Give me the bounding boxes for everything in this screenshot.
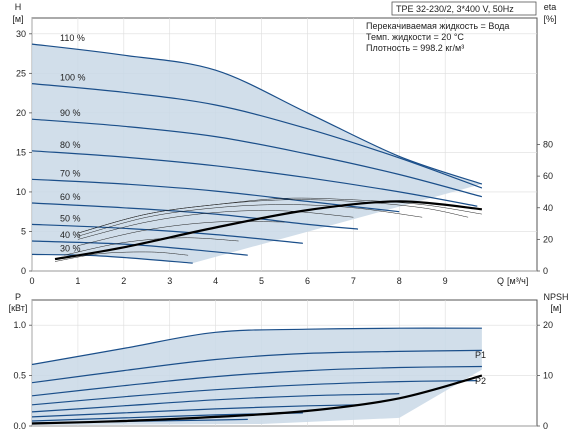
npsh-tick-label: 20: [543, 320, 553, 330]
speed-label: 70 %: [60, 168, 81, 178]
power-curve: [31, 393, 400, 413]
efficiency-curve: [64, 237, 239, 256]
eta-tick-label: 20: [543, 234, 553, 244]
x-tick-label: 9: [443, 276, 448, 286]
y-tick-label: 5: [21, 226, 26, 236]
eta-tick-label: 0: [543, 266, 548, 276]
head-curve: [31, 43, 483, 185]
operating-region-fill: [32, 44, 482, 264]
power-axis-label: P: [15, 292, 21, 302]
head-axis-label: H: [15, 2, 22, 12]
y-tick-label: 10: [16, 187, 26, 197]
head-curve: [31, 150, 478, 207]
power-region: [32, 328, 482, 425]
eta-axis-unit: [%]: [543, 14, 556, 24]
x-tick-label: 7: [351, 276, 356, 286]
speed-label: 40 %: [60, 230, 81, 240]
speed-label: 110 %: [60, 33, 85, 43]
operating-region: [32, 44, 482, 264]
eta-tick-label: 80: [543, 140, 553, 150]
efficiency-curve: [54, 251, 189, 262]
efficiency-curve: [77, 221, 285, 246]
speed-label: 60 %: [60, 192, 81, 202]
x-tick-label: 0: [29, 276, 34, 286]
info-line-liquid: Перекачиваемая жидкость = Вода: [366, 21, 509, 31]
y-tick-label: 30: [16, 29, 26, 39]
power-tick-label: 1.0: [13, 320, 26, 330]
efficiency-curves: [54, 197, 482, 262]
flow-axis-unit: [м³/ч]: [507, 276, 528, 286]
y-tick-label: 25: [16, 68, 26, 78]
eta-tick-label: 40: [543, 203, 553, 213]
x-tick-label: 2: [121, 276, 126, 286]
x-tick-label: 3: [167, 276, 172, 286]
eta-tick-label: 60: [543, 171, 553, 181]
efficiency-curve: [77, 199, 469, 234]
npsh-line-lower: [31, 374, 483, 425]
series-label-p1: P1: [475, 350, 486, 360]
npsh-curve: [54, 200, 483, 261]
efficiency-curve: [77, 210, 354, 240]
head-curve: [31, 202, 359, 230]
npsh-axis-label: NPSH: [543, 292, 568, 302]
npsh-axis-unit: [м]: [550, 303, 561, 313]
x-tick-label: 1: [75, 276, 80, 286]
speed-label: 30 %: [60, 243, 81, 253]
power-region-fill: [32, 328, 482, 425]
head-curve: [31, 240, 248, 256]
x-tick-label: 4: [213, 276, 218, 286]
head-curve: [31, 83, 483, 189]
head-curves: 110 % 100 % 90 % 80 % 70 % 60 % 50 % 40 % 30 %: [31, 33, 483, 264]
speed-label: 100 %: [60, 73, 86, 83]
npsh-curve-lower: [31, 374, 483, 425]
npsh-tick-label: 0: [543, 421, 548, 431]
flow-axis-label: Q: [497, 276, 504, 286]
head-curve: [31, 223, 303, 244]
power-tick-label: 0.5: [13, 371, 26, 381]
head-curve: [31, 253, 193, 264]
power-curve: [31, 327, 482, 366]
series-label-p2: P2: [475, 376, 486, 386]
power-curve: [31, 404, 359, 418]
power-axis-unit: [кВт]: [9, 303, 28, 313]
x-tick-label: 5: [259, 276, 264, 286]
x-tick-label: 8: [397, 276, 402, 286]
info-line-density: Плотность = 998.2 кг/м³: [366, 43, 464, 53]
power-curve: [31, 349, 482, 384]
info-line-temperature: Темп. жидкости = 20 °C: [366, 32, 464, 42]
x-tick-label: 6: [305, 276, 310, 286]
npsh-line: [54, 200, 483, 261]
head-curve: [31, 178, 400, 213]
efficiency-curve: [77, 204, 423, 237]
y-tick-label: 15: [16, 147, 26, 157]
power-curve: [31, 380, 478, 406]
speed-label: 50 %: [60, 213, 81, 223]
head-chart-ticks: 0 1 2 3 4 5 6 7 8 9 0 5 10 15 20 25 30 0 20 40 60 80: [16, 29, 553, 286]
npsh-tick-label: 10: [543, 371, 553, 381]
head-curve: [31, 118, 483, 198]
head-axis-unit: [м]: [12, 14, 23, 24]
chart-title: TPE 32-230/2, 3*400 V, 50Hz: [396, 4, 514, 14]
power-flow-chart: 0.0 0.5 1.0 0 10 20 P [кВт] NPSH [м] P1 P2: [9, 292, 569, 431]
power-tick-label: 0.0: [13, 421, 26, 431]
speed-label: 80 %: [60, 140, 81, 150]
power-curve: [31, 365, 482, 397]
y-tick-label: 0: [21, 266, 26, 276]
title-box: [391, 1, 537, 16]
y-tick-label: 20: [16, 108, 26, 118]
eta-axis-label: eta: [544, 2, 557, 12]
head-flow-chart: 110 % 100 % 90 % 80 % 70 % 60 % 50 % 40 % 30 % 0…: [12, 1, 557, 286]
speed-label: 90 %: [60, 108, 81, 118]
power-chart-ticks: 0.0 0.5 1.0 0 10 20: [13, 320, 553, 431]
